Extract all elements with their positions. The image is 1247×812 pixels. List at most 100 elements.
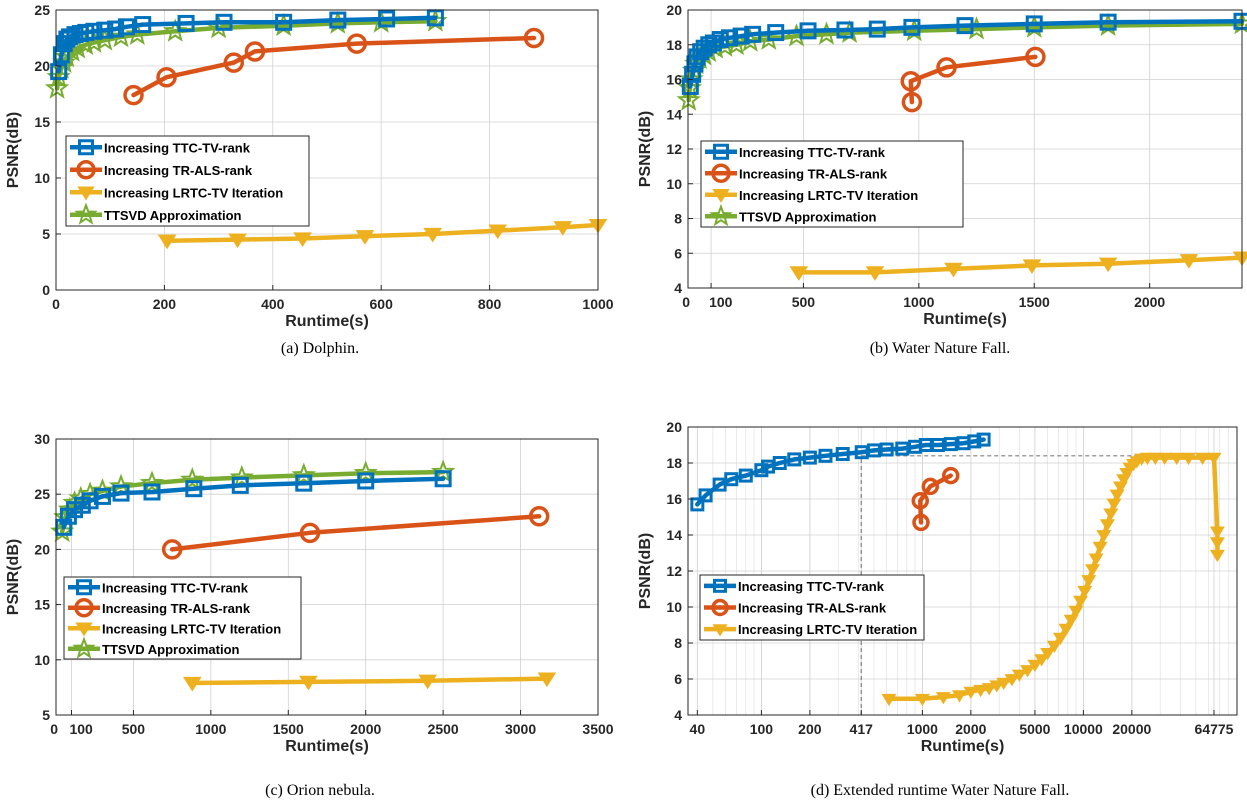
panel-orion-nebula: 0 100 500 1000 1500 2000 2500 3000 3500 5 10 15 20 25… (0, 415, 620, 745)
y-tick-label: 8 (674, 635, 682, 651)
legend-label-ttsvd: TTSVD Approximation (102, 642, 240, 657)
legend-label-tr-als: Increasing TR-ALS-rank (102, 601, 251, 616)
chart-extended-runtime: 40 100 200 417 1000 2000 5000 10000 20000 64775 4 6… (625, 415, 1247, 760)
y-tick-label: 12 (666, 563, 682, 579)
y-tick-label: 25 (34, 486, 50, 502)
y-tick-label: 10 (34, 652, 50, 668)
y-axis-label: PSNR(dB) (5, 539, 22, 615)
x-tick-label: 1000 (903, 294, 934, 310)
legend-label-ttc-tv: Increasing TTC-TV-rank (738, 579, 885, 594)
legend-label-ttsvd: TTSVD Approximation (104, 208, 242, 223)
legend: Increasing TTC-TV-rank Increasing TR-ALS-… (64, 577, 301, 659)
x-tick-label: 600 (370, 296, 394, 312)
y-tick-label: 18 (666, 455, 682, 471)
legend-label-lrtc-tv: Increasing LRTC-TV Iteration (104, 185, 283, 200)
x-tick-label: 500 (122, 721, 146, 737)
caption-orion-nebula: (c) Orion nebula. (220, 782, 420, 800)
caption-extended-runtime: (d) Extended runtime Water Nature Fall. (790, 782, 1090, 800)
x-tick-label: 0 (50, 721, 58, 737)
x-tick-label: 417 (850, 721, 874, 737)
x-tick-label: 0 (52, 296, 60, 312)
y-tick-label: 14 (666, 106, 682, 122)
y-tick-label: 16 (666, 72, 682, 88)
y-tick-label: 6 (674, 671, 682, 687)
y-tick-label: 20 (34, 541, 50, 557)
x-tick-label: 500 (792, 294, 816, 310)
y-tick-label: 20 (34, 58, 50, 74)
x-tick-label: 400 (261, 296, 285, 312)
legend-label-tr-als: Increasing TR-ALS-rank (739, 166, 888, 181)
x-tick-label: 5000 (1019, 721, 1050, 737)
legend-label-tr-als: Increasing TR-ALS-rank (104, 163, 253, 178)
panel-extended-runtime: 40 100 200 417 1000 2000 5000 10000 20000 64775 4 6… (625, 415, 1247, 760)
y-tick-label: 6 (674, 245, 682, 261)
x-tick-label: 100 (69, 721, 93, 737)
legend-label-lrtc-tv: Increasing LRTC-TV Iteration (102, 621, 281, 636)
y-axis-label: PSNR(dB) (637, 533, 654, 609)
legend: Increasing TTC-TV-rank Increasing TR-ALS-… (701, 141, 963, 227)
y-tick-label: 20 (666, 2, 682, 18)
y-tick-label: 16 (666, 491, 682, 507)
legend: Increasing TTC-TV-rank Increasing TR-ALS-… (66, 136, 309, 226)
legend-label-ttc-tv: Increasing TTC-TV-rank (102, 580, 249, 595)
x-axis-label: Runtime(s) (285, 313, 369, 330)
y-axis-label: PSNR(dB) (637, 111, 654, 187)
legend: Increasing TTC-TV-rank Increasing TR-ALS-… (700, 575, 924, 640)
x-tick-label: 20000 (1112, 721, 1151, 737)
y-tick-label: 15 (34, 114, 50, 130)
x-tick-label: 2500 (428, 721, 459, 737)
x-tick-label: 2000 (955, 721, 986, 737)
y-axis-label: PSNR(dB) (5, 112, 22, 188)
caption-dolphin: (a) Dolphin. (240, 340, 400, 358)
y-tick-label: 4 (674, 707, 682, 723)
y-tick-label: 8 (674, 211, 682, 227)
legend-label-lrtc-tv: Increasing LRTC-TV Iteration (739, 188, 918, 203)
y-tick-label: 10 (34, 170, 50, 186)
caption-water-nature-fall: (b) Water Nature Fall. (840, 340, 1040, 358)
y-tick-label: 20 (666, 419, 682, 435)
x-tick-label: 3000 (505, 721, 536, 737)
y-tick-label: 15 (34, 597, 50, 613)
chart-water-nature-fall: 0 100 500 1000 1500 2000 4 6 8 10 12 14 16 18 20 Runtim… (625, 0, 1247, 345)
y-tick-label: 12 (666, 141, 682, 157)
y-tick-label: 25 (34, 2, 50, 18)
panel-water-nature-fall: 0 100 500 1000 1500 2000 4 6 8 10 12 14 16 18 20 Runtim… (625, 0, 1247, 345)
y-tick-label: 10 (666, 599, 682, 615)
y-tick-label: 18 (666, 37, 682, 53)
x-axis-label: Runtime(s) (921, 738, 1005, 755)
x-tick-label: 100 (709, 294, 733, 310)
y-tick-label: 0 (42, 282, 50, 298)
legend-label-lrtc-tv: Increasing LRTC-TV Iteration (738, 622, 917, 637)
x-tick-label: 1000 (195, 721, 226, 737)
x-tick-label: 1000 (907, 721, 938, 737)
y-tick-label: 14 (666, 527, 682, 543)
x-tick-label: 1500 (1019, 294, 1050, 310)
x-tick-label: 40 (690, 721, 706, 737)
x-tick-label: 100 (750, 721, 774, 737)
legend-label-ttc-tv: Increasing TTC-TV-rank (104, 140, 251, 155)
legend-label-ttc-tv: Increasing TTC-TV-rank (739, 145, 886, 160)
x-tick-label: 1000 (582, 296, 613, 312)
x-tick-label: 2000 (350, 721, 381, 737)
x-tick-label: 1500 (273, 721, 304, 737)
x-tick-label: 0 (682, 294, 690, 310)
x-axis-label: Runtime(s) (923, 311, 1007, 328)
panel-dolphin: 0 200 400 600 800 1000 0 5 10 15 20 25 Runtime(s) PSN… (0, 0, 620, 312)
legend-label-tr-als: Increasing TR-ALS-rank (738, 601, 887, 616)
y-tick-label: 10 (666, 176, 682, 192)
y-tick-label: 5 (42, 226, 50, 242)
x-tick-label: 800 (478, 296, 502, 312)
legend-label-ttsvd: TTSVD Approximation (739, 209, 877, 224)
chart-dolphin: 0 200 400 600 800 1000 0 5 10 15 20 25 Runtime(s) PSN… (0, 0, 620, 312)
x-tick-label: 200 (153, 296, 177, 312)
x-tick-label: 200 (798, 721, 822, 737)
y-tick-label: 30 (34, 431, 50, 447)
chart-orion-nebula: 0 100 500 1000 1500 2000 2500 3000 3500 5 10 15 20 25… (0, 415, 620, 745)
y-tick-label: 4 (674, 280, 682, 296)
x-tick-label: 3500 (582, 721, 613, 737)
x-tick-label: 64775 (1195, 721, 1234, 737)
x-tick-label: 10000 (1064, 721, 1103, 737)
x-tick-label: 2000 (1134, 294, 1165, 310)
x-axis-label: Runtime(s) (285, 738, 369, 755)
